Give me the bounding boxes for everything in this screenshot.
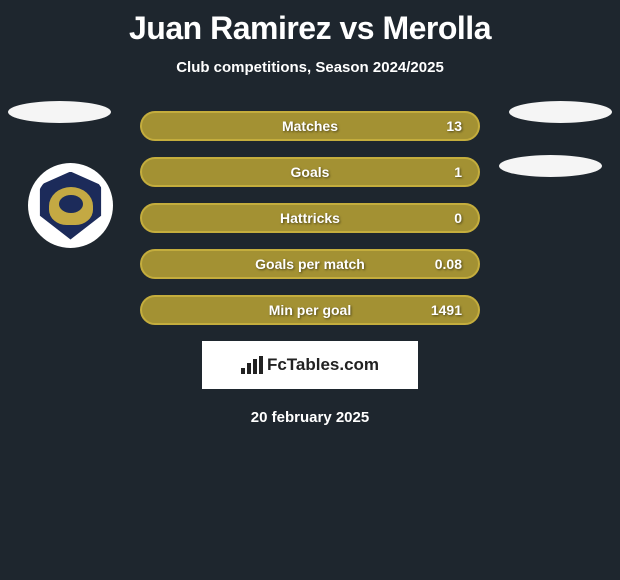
club-badge-left <box>28 163 113 248</box>
player-right-avatar <box>509 101 612 123</box>
stat-value: 0.08 <box>435 256 462 272</box>
avatar-placeholder-icon <box>509 101 612 123</box>
stat-row-goals-per-match: Goals per match 0.08 <box>140 249 480 279</box>
stat-label: Matches <box>282 118 338 134</box>
stat-label: Min per goal <box>269 302 351 318</box>
date-label: 20 february 2025 <box>0 409 620 426</box>
club-crest-icon <box>37 172 105 240</box>
stat-label: Hattricks <box>280 210 340 226</box>
stat-value: 1491 <box>431 302 462 318</box>
stat-label: Goals <box>291 164 330 180</box>
stat-row-goals: Goals 1 <box>140 157 480 187</box>
stat-value: 1 <box>454 164 462 180</box>
avatar-placeholder-icon <box>8 101 111 123</box>
page-title: Juan Ramirez vs Merolla <box>0 0 620 47</box>
stat-row-matches: Matches 13 <box>140 111 480 141</box>
branding-label: FcTables.com <box>267 355 379 375</box>
stat-row-hattricks: Hattricks 0 <box>140 203 480 233</box>
comparison-area: Matches 13 Goals 1 Hattricks 0 Goals per… <box>0 111 620 426</box>
stat-value: 0 <box>454 210 462 226</box>
player-left-avatar <box>8 101 111 123</box>
stat-label: Goals per match <box>255 256 365 272</box>
page-subtitle: Club competitions, Season 2024/2025 <box>0 59 620 76</box>
bar-chart-icon <box>241 356 263 374</box>
branding-logo[interactable]: FcTables.com <box>202 341 418 389</box>
stats-list: Matches 13 Goals 1 Hattricks 0 Goals per… <box>140 111 480 325</box>
stat-value: 13 <box>446 118 462 134</box>
club-badge-right <box>499 155 602 177</box>
stat-row-min-per-goal: Min per goal 1491 <box>140 295 480 325</box>
